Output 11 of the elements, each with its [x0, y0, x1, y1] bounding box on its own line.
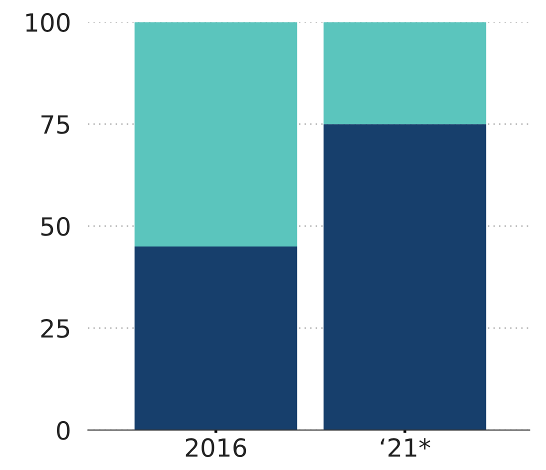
y-tick-label: 100 — [26, 13, 70, 32]
bar — [134, 246, 298, 430]
y-tick-label: 50 — [41, 217, 70, 236]
y-tick-label: 0 — [56, 420, 70, 440]
x-tick-label: 2016 — [186, 438, 246, 458]
y-tick-label: 75 — [41, 115, 70, 134]
x-tick-label: ‘21* — [380, 438, 430, 457]
bar — [134, 22, 298, 246]
bar — [324, 124, 486, 430]
y-tick-label: 25 — [41, 319, 70, 338]
bar — [324, 22, 486, 124]
